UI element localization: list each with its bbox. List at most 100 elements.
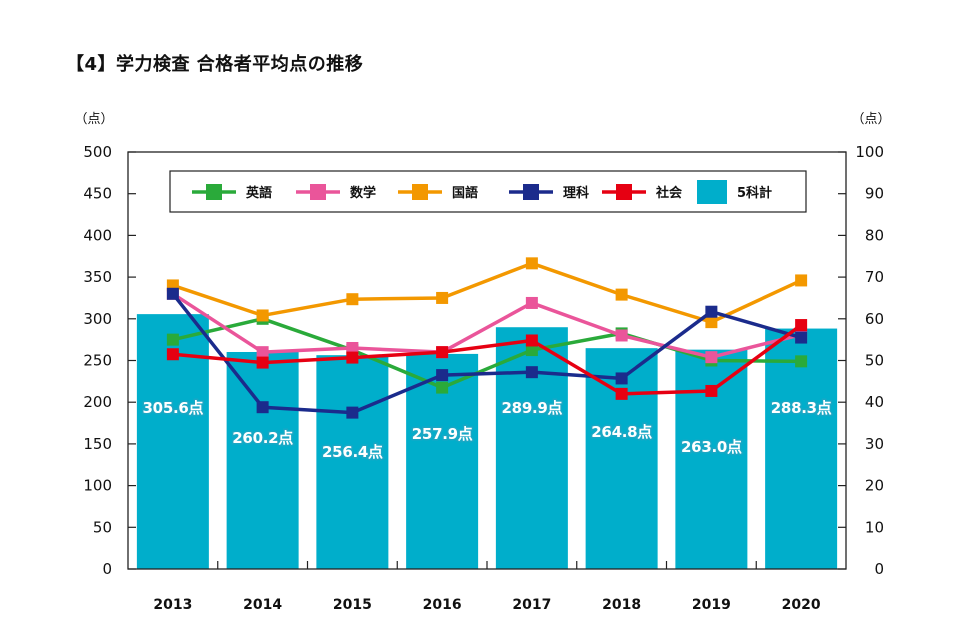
- marker-series-2-2020: [795, 274, 808, 287]
- marker-series-1-2019: [705, 351, 718, 364]
- marker-series-4-2020: [795, 319, 808, 332]
- marker-series-4-2019: [705, 384, 718, 397]
- marker-series-1-2017: [525, 296, 538, 309]
- marker-series-3-2019: [705, 305, 718, 318]
- marker-series-3-2013: [166, 287, 179, 300]
- lines-layer: [166, 257, 808, 419]
- marker-series-2-2019: [705, 316, 718, 329]
- right-tick-label: 100: [855, 143, 884, 161]
- x-tick-label-2016: 2016: [423, 597, 462, 613]
- legend-label-3: 理科: [563, 185, 589, 201]
- series-line-4: [172, 323, 803, 396]
- bar-value-label-2013: 305.6点: [143, 399, 204, 417]
- bar-2015: [316, 355, 389, 569]
- left-tick-label: 50: [93, 518, 112, 536]
- bar-value-label-2017: 289.9点: [502, 399, 563, 417]
- bar-2019: [675, 349, 748, 569]
- legend-marker-3: [523, 184, 539, 200]
- right-tick-label: 10: [865, 518, 884, 536]
- bars-layer: [136, 314, 838, 569]
- right-tick-label: 20: [865, 477, 884, 495]
- bar-2014: [226, 351, 299, 569]
- series-line-1: [171, 292, 802, 359]
- bar-2020: [765, 328, 838, 569]
- bar-value-label-2015: 256.4点: [322, 443, 383, 461]
- x-tick-label-2018: 2018: [602, 597, 641, 613]
- right-tick-label: 90: [865, 185, 884, 203]
- left-tick-label: 250: [83, 352, 112, 370]
- marker-series-2-2017: [525, 257, 538, 270]
- left-tick-label: 350: [83, 268, 112, 286]
- left-tick-label: 0: [102, 560, 112, 578]
- marker-series-3-2018: [615, 372, 628, 385]
- series-line-0: [172, 317, 802, 390]
- marker-series-0-2016: [436, 381, 449, 394]
- x-tick-label-2014: 2014: [243, 597, 282, 613]
- marker-series-3-2020: [795, 331, 808, 344]
- legend-label-0: 英語: [245, 185, 272, 201]
- series-line-2: [172, 261, 802, 324]
- chart-title: 【4】学力検査 合格者平均点の推移: [66, 54, 364, 75]
- x-tick-label-2015: 2015: [333, 597, 372, 613]
- marker-series-4-2017: [525, 334, 538, 347]
- left-tick-label: 200: [83, 393, 112, 411]
- right-tick-label: 50: [865, 352, 884, 370]
- marker-series-2-2015: [346, 293, 359, 306]
- legend-marker-2: [412, 184, 428, 200]
- marker-series-4-2015: [346, 351, 359, 364]
- data-labels-layer: 305.6点 260.2点 256.4点 257.9点 289.9点 264.8点 263.…: [141, 398, 833, 463]
- bar-value-label-2020: 288.3点: [771, 399, 832, 417]
- marker-series-1-2015: [346, 341, 359, 354]
- right-tick-label: 70: [865, 268, 884, 286]
- marker-series-2-2014: [256, 309, 269, 322]
- legend: 英語 数学 国語 理科 社会 5科計: [169, 170, 807, 213]
- right-tick-label: 0: [874, 560, 884, 578]
- marker-series-0-2020: [795, 355, 808, 368]
- legend-label-1: 数学: [350, 185, 376, 201]
- axes-layer: 0 50 100 150 200 250 300 350 400 450 500 0 10 20 30 40 5…: [74, 112, 890, 613]
- legend-label-4: 社会: [655, 185, 683, 201]
- right-tick-label: 80: [865, 226, 884, 244]
- marker-series-1-2014: [256, 346, 269, 359]
- marker-series-4-2018: [615, 387, 628, 400]
- left-tick-label: 150: [83, 435, 112, 453]
- marker-series-0-2017: [525, 344, 538, 357]
- legend-marker-1: [310, 184, 326, 200]
- right-tick-label: 40: [865, 393, 884, 411]
- marker-series-3-2016: [436, 369, 449, 382]
- x-tick-label-2020: 2020: [782, 597, 821, 613]
- legend-label-bars: 5科計: [737, 185, 772, 201]
- series-line-3: [171, 292, 802, 415]
- bar-value-label-2018: 264.8点: [591, 423, 652, 441]
- left-tick-label: 100: [83, 477, 112, 495]
- left-tick-label: 300: [83, 310, 112, 328]
- marker-series-1-2018: [615, 329, 628, 342]
- marker-series-0-2013: [166, 333, 179, 346]
- left-tick-label: 450: [83, 185, 112, 203]
- x-tick-label-2013: 2013: [153, 597, 192, 613]
- x-tick-label-2019: 2019: [692, 597, 731, 613]
- legend-marker-0: [206, 184, 222, 200]
- marker-series-4-2013: [166, 348, 179, 361]
- bar-value-label-2019: 263.0点: [681, 438, 742, 456]
- marker-series-3-2014: [256, 401, 269, 414]
- marker-series-4-2016: [436, 346, 449, 359]
- legend-bar-swatch: [697, 180, 727, 204]
- marker-series-2-2016: [436, 291, 449, 304]
- marker-series-2-2018: [615, 288, 628, 301]
- marker-series-3-2017: [525, 366, 538, 379]
- right-axis-unit: （点）: [851, 112, 890, 127]
- right-tick-label: 30: [865, 435, 884, 453]
- bar-value-label-2014: 260.2点: [232, 429, 293, 447]
- left-tick-label: 500: [83, 143, 112, 161]
- right-tick-label: 60: [865, 310, 884, 328]
- marker-series-3-2015: [346, 406, 359, 419]
- bar-2017: [495, 327, 568, 569]
- bar-2018: [585, 348, 658, 569]
- marker-series-4-2014: [256, 356, 269, 369]
- left-tick-label: 400: [83, 226, 112, 244]
- left-axis-unit: （点）: [74, 112, 113, 127]
- legend-label-2: 国語: [452, 185, 478, 201]
- x-tick-label-2017: 2017: [512, 597, 551, 613]
